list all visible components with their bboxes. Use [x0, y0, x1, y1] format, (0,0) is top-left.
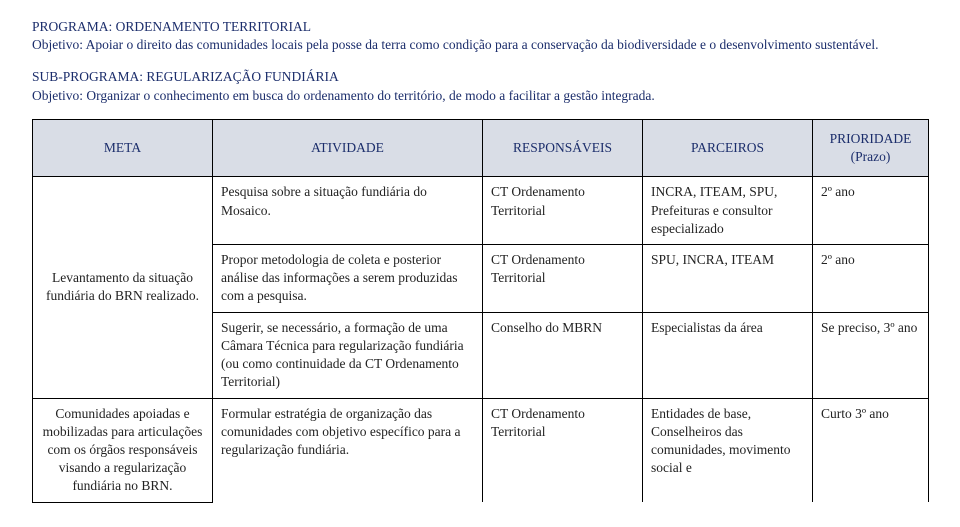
cell-atividade: Propor metodologia de coleta e posterior… [213, 244, 483, 312]
cell-prioridade: Se preciso, 3º ano [813, 312, 929, 398]
cell-atividade: Sugerir, se necessário, a formação de um… [213, 312, 483, 398]
subprogram-objective: Objetivo: Organizar o conhecimento em bu… [32, 88, 655, 103]
cell-meta: Levantamento da situação fundiária do BR… [33, 177, 213, 398]
cell-responsaveis: CT Ordenamento Territorial [483, 177, 643, 245]
cell-parceiros: INCRA, ITEAM, SPU, Prefeituras e consult… [643, 177, 813, 245]
col-atividade: ATIVIDADE [213, 119, 483, 176]
table-row: Comunidades apoiadas e mobilizadas para … [33, 398, 929, 502]
cell-prioridade: Curto 3º ano [813, 398, 929, 502]
cell-atividade: Formular estratégia de organização das c… [213, 398, 483, 502]
cell-atividade: Pesquisa sobre a situação fundiária do M… [213, 177, 483, 245]
program-objective: Objetivo: Apoiar o direito das comunidad… [32, 37, 878, 52]
plan-table: META ATIVIDADE RESPONSÁVEIS PARCEIROS PR… [32, 119, 929, 503]
cell-prioridade: 2º ano [813, 244, 929, 312]
subprogram-header: SUB-PROGRAMA: REGULARIZAÇÃO FUNDIÁRIA Ob… [32, 68, 928, 104]
col-responsaveis: RESPONSÁVEIS [483, 119, 643, 176]
cell-responsaveis: Conselho do MBRN [483, 312, 643, 398]
col-meta: META [33, 119, 213, 176]
table-header-row: META ATIVIDADE RESPONSÁVEIS PARCEIROS PR… [33, 119, 929, 176]
col-parceiros: PARCEIROS [643, 119, 813, 176]
cell-prioridade: 2º ano [813, 177, 929, 245]
col-prioridade: PRIORIDADE (Prazo) [813, 119, 929, 176]
cell-responsaveis: CT Ordenamento Territorial [483, 398, 643, 502]
program-label: PROGRAMA: ORDENAMENTO TERRITORIAL [32, 19, 311, 34]
cell-responsaveis: CT Ordenamento Territorial [483, 244, 643, 312]
table-row: Levantamento da situação fundiária do BR… [33, 177, 929, 245]
cell-parceiros: SPU, INCRA, ITEAM [643, 244, 813, 312]
program-header: PROGRAMA: ORDENAMENTO TERRITORIAL Objeti… [32, 18, 928, 54]
cell-parceiros: Entidades de base, Conselheiros das comu… [643, 398, 813, 502]
subprogram-label: SUB-PROGRAMA: REGULARIZAÇÃO FUNDIÁRIA [32, 69, 339, 84]
cell-parceiros: Especialistas da área [643, 312, 813, 398]
cell-meta: Comunidades apoiadas e mobilizadas para … [33, 398, 213, 502]
